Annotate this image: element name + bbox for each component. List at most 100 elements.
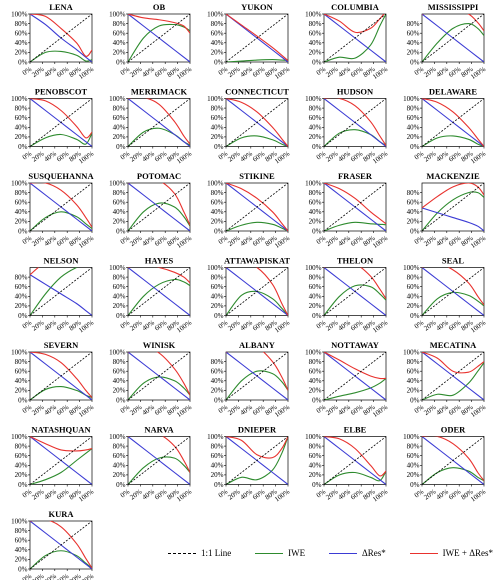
x-tick-label: 40% (43, 572, 58, 580)
plot-frame (225, 98, 289, 147)
x-tick-label: 100% (77, 65, 95, 81)
y-tick-label: 100% (305, 433, 322, 441)
series-line-1-1-line (128, 267, 190, 316)
series-line-dres (128, 352, 190, 400)
y-tick-label: 0% (410, 396, 420, 404)
y-tick-label: 60% (113, 114, 126, 122)
y-tick-label: 20% (211, 387, 224, 395)
series-line-1-1-line (422, 183, 484, 231)
y-tick-label: 20% (407, 133, 420, 141)
legend-item-one-to-one: 1:1 Line (168, 548, 231, 558)
series-line-1-1-line (226, 267, 288, 316)
series-line-iwe-res (30, 98, 92, 139)
y-tick-label: 100% (11, 517, 28, 525)
y-tick-label: 80% (309, 273, 322, 281)
x-tick-label: 100% (273, 318, 291, 334)
y-tick-label: 80% (113, 104, 126, 112)
y-tick-label: 40% (113, 208, 126, 216)
x-tick-label: 100% (469, 318, 487, 334)
x-tick-label: 100% (175, 234, 193, 250)
y-tick-label: 20% (309, 471, 322, 479)
x-tick-label: 100% (469, 487, 487, 503)
y-tick-label: 100% (305, 264, 322, 272)
x-tick-label: 100% (273, 234, 291, 250)
plot-frame (421, 267, 485, 316)
y-tick-label: 0% (410, 58, 420, 66)
y-tick-label: 60% (407, 114, 420, 122)
y-tick-label: 80% (113, 189, 126, 197)
series-line-dres (422, 436, 484, 485)
panel-title: ATTAWAPISKAT (224, 256, 290, 266)
y-tick-label: 60% (309, 114, 322, 122)
plot-frame (323, 351, 387, 401)
series-line-1-1-line (226, 183, 288, 231)
series-line-dres (324, 352, 386, 400)
plot-frame (323, 98, 387, 147)
legend-item-sum: IWE + ΔRes* (409, 548, 493, 558)
y-tick-label: 20% (407, 49, 420, 57)
panel-title: MISSISSIPPI (428, 2, 479, 12)
plot-frame (29, 436, 93, 485)
legend-label-iwe: IWE (288, 548, 306, 558)
y-tick-label: 20% (15, 471, 28, 479)
y-tick-label: 20% (15, 302, 28, 310)
x-tick-label: 100% (175, 487, 193, 503)
series-line-iwe-res (226, 352, 288, 391)
y-tick-label: 100% (11, 348, 28, 356)
panel-title: POTOMAC (137, 171, 181, 181)
series-line-iwe-res (422, 267, 484, 306)
x-tick-label: 100% (371, 149, 389, 165)
y-tick-label: 60% (211, 199, 224, 207)
series-line-iwe (226, 290, 288, 316)
series-line-dres (324, 267, 386, 316)
y-tick-label: 20% (113, 387, 126, 395)
y-tick-label: 20% (113, 471, 126, 479)
series-line-1-1-line (30, 436, 92, 485)
y-tick-label: 100% (305, 10, 322, 18)
y-tick-label: 40% (309, 377, 322, 385)
y-tick-label: 60% (407, 368, 420, 376)
series-line-iwe-res (226, 14, 288, 61)
y-tick-label: 60% (211, 30, 224, 38)
panel-title: HAYES (145, 256, 174, 266)
series-line-iwe-res (226, 98, 288, 147)
y-tick-label: 40% (309, 124, 322, 132)
series-line-iwe-res (422, 183, 484, 209)
series-line-iwe-res (128, 183, 190, 226)
panel-mecatina: MECATINA0%20%40%60%80%100%0%20%40%60%80%… (403, 340, 487, 419)
panel-thelon: THELON0%20%40%60%80%100%0%20%40%60%80%10… (305, 256, 389, 335)
x-tick-label: 80% (68, 572, 83, 580)
y-tick-label: 40% (211, 293, 224, 301)
series-line-dres (422, 14, 484, 62)
series-line-iwe-res (30, 436, 92, 452)
y-tick-label: 0% (312, 143, 322, 151)
y-tick-label: 80% (211, 104, 224, 112)
y-tick-label: 100% (109, 348, 126, 356)
legend-item-dres: ΔRes* (328, 548, 386, 558)
y-tick-label: 80% (15, 358, 28, 366)
series-line-iwe (30, 550, 92, 569)
panel-title: YUKON (241, 2, 274, 12)
panel-mackenzie: MACKENZIE0%20%40%60%80%0%20%40%60%80%100… (407, 171, 488, 250)
y-tick-label: 60% (407, 199, 420, 207)
y-tick-label: 40% (15, 293, 28, 301)
plot-frame (421, 98, 485, 147)
series-line-iwe (422, 467, 484, 485)
y-tick-label: 100% (403, 95, 420, 103)
series-line-iwe-res (422, 352, 484, 374)
y-tick-label: 100% (11, 179, 28, 187)
x-tick-label: 100% (77, 487, 95, 503)
x-tick-label: 100% (371, 318, 389, 334)
y-tick-label: 40% (113, 39, 126, 47)
y-tick-label: 20% (309, 218, 322, 226)
series-line-dres (30, 98, 92, 147)
series-line-dres (128, 98, 190, 147)
y-tick-label: 0% (214, 481, 224, 489)
plot-frame (421, 351, 485, 401)
series-line-iwe-res (128, 436, 190, 473)
y-tick-label: 20% (407, 218, 420, 226)
y-tick-label: 100% (109, 95, 126, 103)
y-tick-label: 80% (407, 358, 420, 366)
y-tick-label: 80% (407, 442, 420, 450)
series-line-iwe (422, 135, 484, 147)
